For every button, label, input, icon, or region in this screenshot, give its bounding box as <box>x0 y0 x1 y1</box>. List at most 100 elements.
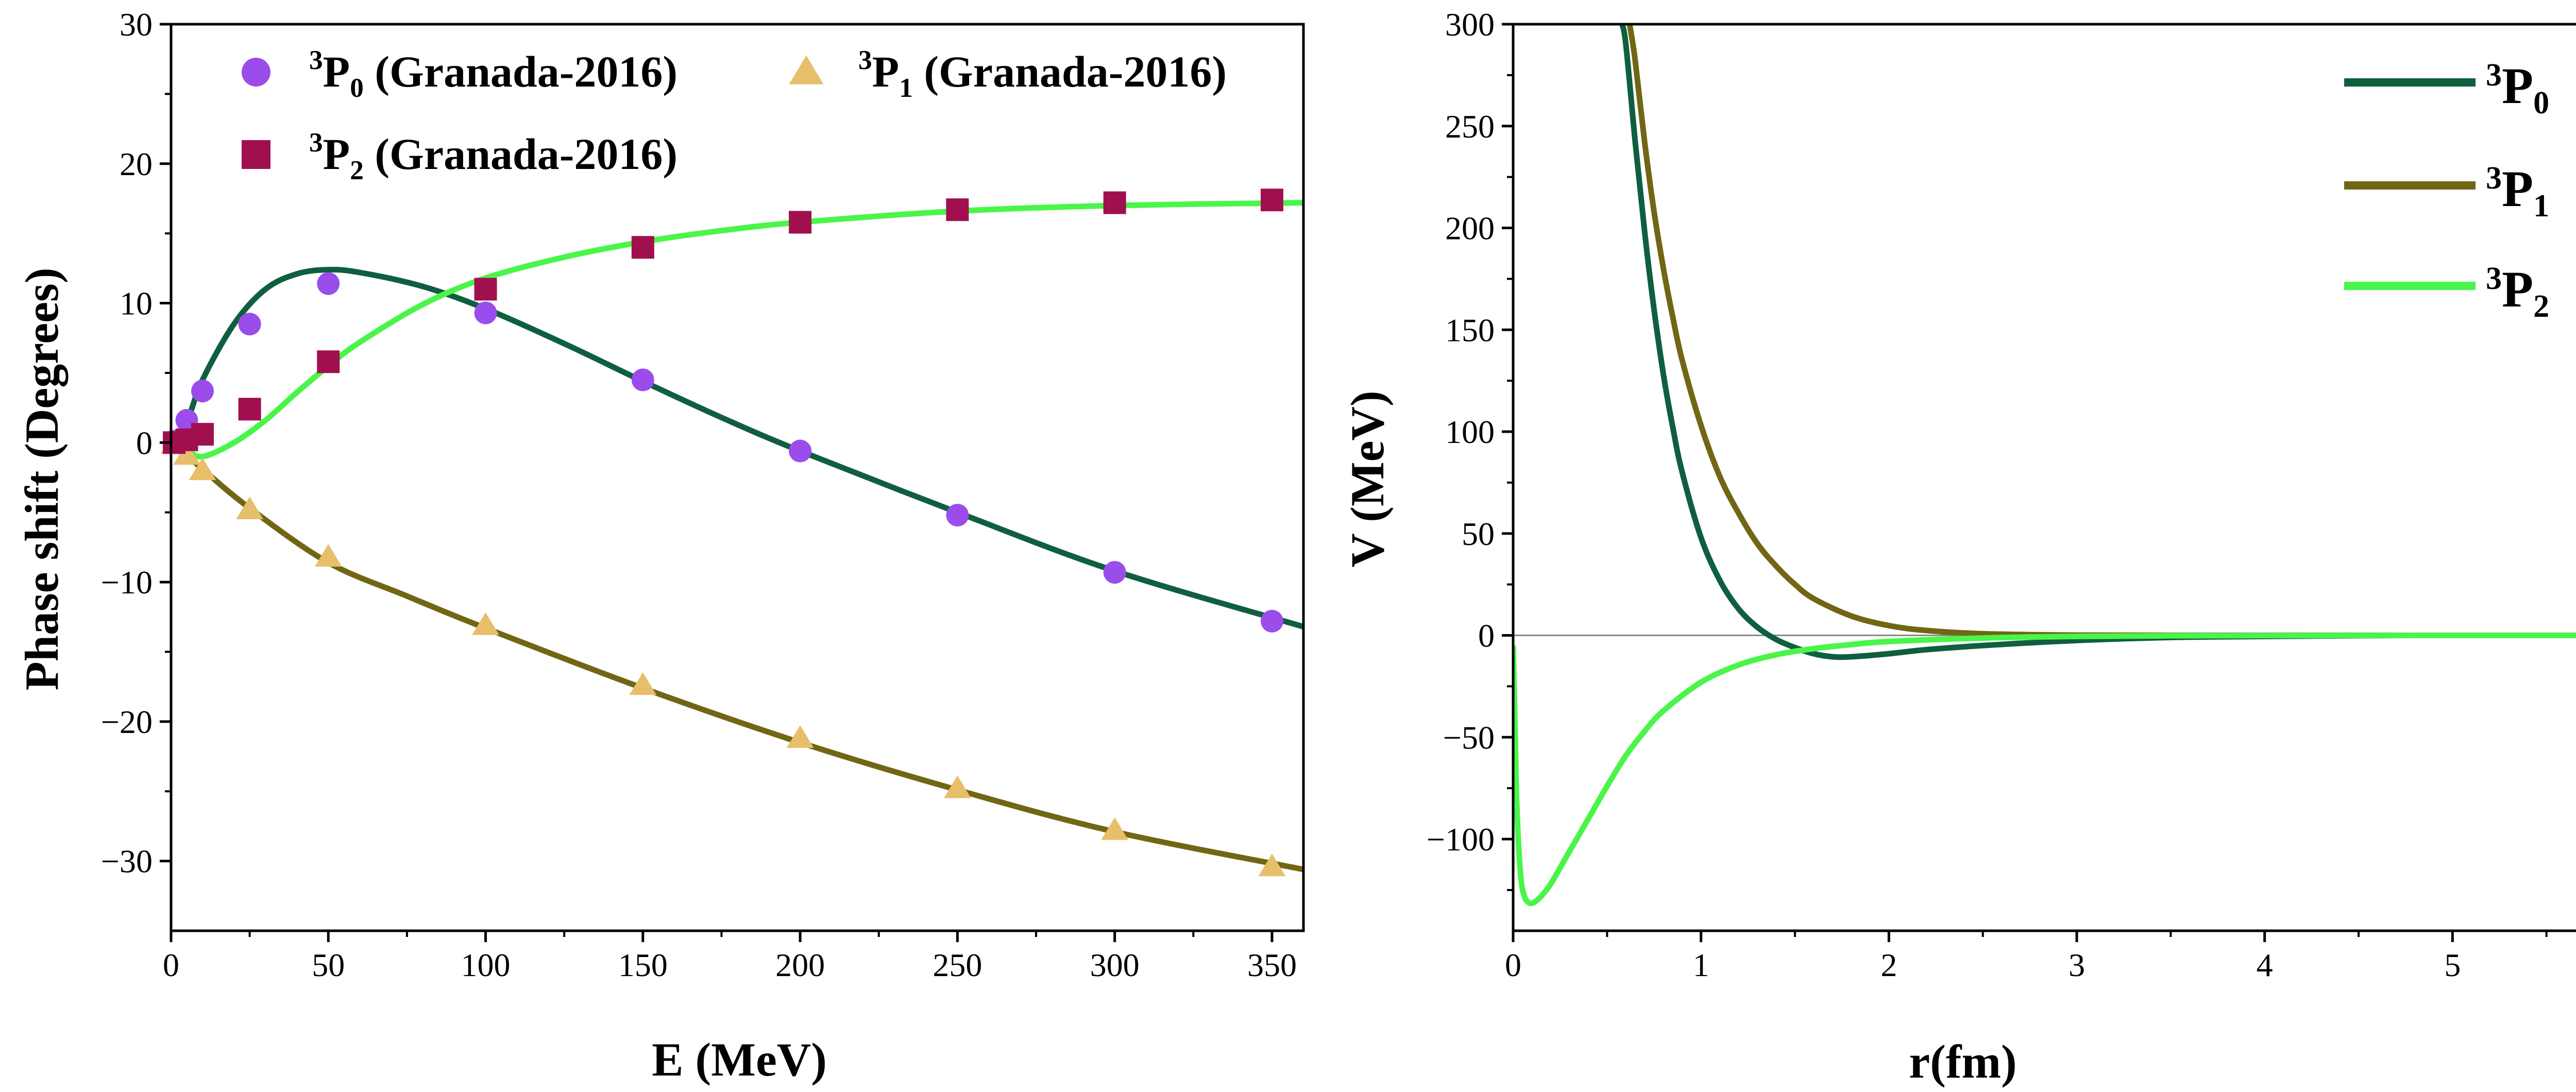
x-axis-title: r(fm) <box>1909 1035 2016 1088</box>
legend-label-letter: P <box>323 129 350 179</box>
x-tick-label: 0 <box>1505 947 1521 983</box>
y-tick-label: −30 <box>101 843 152 880</box>
legend-label-letter: P <box>2502 160 2533 217</box>
circle-marker-3p0 <box>238 313 261 336</box>
y-tick-label: −20 <box>101 704 152 740</box>
triangle-marker-3p1 <box>236 496 264 519</box>
triangle-marker-3p1 <box>189 457 216 481</box>
y-tick-label: 50 <box>1462 516 1495 552</box>
y-tick-label: 150 <box>1445 312 1495 348</box>
legend-label-superscript: 3 <box>2486 261 2502 296</box>
y-axis-ticks: −30 −20 −10 0 10 20 30 <box>101 6 171 880</box>
x-tick-label: 0 <box>163 947 179 983</box>
x-tick-label: 200 <box>775 947 825 983</box>
triangle-marker-3p1 <box>1101 817 1129 840</box>
legend-label-subscript: 0 <box>350 72 364 103</box>
x-tick-label: 4 <box>2257 947 2273 983</box>
legend-triangle-marker <box>789 55 824 84</box>
x-tick-label: 50 <box>312 947 345 983</box>
circle-marker-3p0 <box>946 504 969 527</box>
x-axis-title: E (MeV) <box>652 1033 827 1086</box>
legend-label: 3P2 <box>2486 261 2549 324</box>
legend-label: 3P0 <box>2486 57 2549 121</box>
y-tick-label: 0 <box>136 424 152 461</box>
y-tick-label: 100 <box>1445 414 1495 450</box>
triangle-marker-3p1 <box>472 612 499 635</box>
square-marker-3p2 <box>474 278 497 301</box>
circle-marker-3p0 <box>191 380 214 403</box>
y-tick-label: 300 <box>1445 6 1495 43</box>
circle-marker-3p0 <box>474 301 497 325</box>
x-tick-label: 250 <box>933 947 982 983</box>
x-tick-label: 3 <box>2069 947 2085 983</box>
x-tick-label: 2 <box>1880 947 1897 983</box>
legend-label-subscript: 2 <box>2533 289 2549 324</box>
legend-label-text: (Granada-2016) <box>913 47 1227 96</box>
triangle-marker-3p1 <box>1258 854 1286 877</box>
circle-marker-3p0 <box>1103 561 1126 584</box>
fit-curves <box>168 200 1304 873</box>
x-tick-label: 5 <box>2444 947 2461 983</box>
y-axis-title: Phase shift (Degrees) <box>15 268 68 691</box>
legend: 3P0 (Granada-2016) 3P1 (Granada-2016)3P2 … <box>242 44 1227 185</box>
triangle-marker-3p1 <box>629 672 657 695</box>
triangle-marker-3p1 <box>786 725 814 748</box>
y-axis-ticks: −100 −50 0 50 100 150 200 250 300 <box>1427 6 1513 891</box>
circle-marker-3p0 <box>1260 609 1283 633</box>
legend-label-letter: P <box>323 47 350 96</box>
legend-label-subscript: 1 <box>899 72 913 103</box>
square-marker-3p2 <box>631 236 654 259</box>
legend-label-superscript: 3 <box>309 127 323 158</box>
square-marker-3p2 <box>946 198 969 221</box>
square-marker-3p2 <box>191 423 214 446</box>
circle-marker-3p0 <box>317 272 340 295</box>
fit-curve-3p0-fit <box>168 266 1304 629</box>
y-tick-label: 200 <box>1445 210 1495 247</box>
x-tick-label: 100 <box>461 947 511 983</box>
fit-curve-3p2-fit <box>170 200 1304 460</box>
y-tick-label: 250 <box>1445 108 1495 145</box>
y-tick-label: −50 <box>1443 719 1495 756</box>
potential-curve-3p2 <box>1513 632 2576 907</box>
triangle-marker-3p1 <box>314 544 342 567</box>
square-marker-3p2 <box>1260 189 1283 212</box>
legend-label: 3P2 (Granada-2016) <box>309 127 677 185</box>
legend-label: 3P1 <box>2486 160 2549 224</box>
legend-label-subscript: 1 <box>2533 189 2549 224</box>
potential-curves <box>1513 24 2576 907</box>
triangle-marker-3p1 <box>173 442 200 465</box>
y-tick-label: 20 <box>120 146 152 182</box>
legend-square-marker <box>242 140 270 169</box>
x-tick-label: 150 <box>618 947 668 983</box>
legend-label-subscript: 0 <box>2533 86 2549 121</box>
x-tick-label: 350 <box>1247 947 1297 983</box>
circle-marker-3p0 <box>789 439 812 463</box>
fit-curve-3p1-fit <box>169 440 1304 873</box>
x-tick-label: 1 <box>1693 947 1709 983</box>
y-axis-title: V (MeV) <box>1341 390 1394 567</box>
square-marker-3p2 <box>1103 191 1126 214</box>
y-tick-label: 30 <box>120 6 152 43</box>
legend-label: 3P1 (Granada-2016) <box>858 44 1227 103</box>
x-tick-label: 300 <box>1090 947 1140 983</box>
legend-label-letter: P <box>2502 261 2533 318</box>
y-tick-label: −10 <box>101 564 152 601</box>
square-marker-3p2 <box>789 211 812 234</box>
y-tick-label: −100 <box>1427 821 1495 858</box>
legend-label-text: (Granada-2016) <box>364 47 677 96</box>
square-marker-3p2 <box>238 398 261 421</box>
legend-circle-marker <box>242 58 270 87</box>
legend-label-superscript: 3 <box>2486 58 2502 93</box>
circle-marker-3p0 <box>631 368 654 391</box>
legend-label-superscript: 3 <box>309 44 323 75</box>
legend-label-superscript: 3 <box>858 44 872 75</box>
legend-label-letter: P <box>2502 57 2533 114</box>
legend-label: 3P0 (Granada-2016) <box>309 44 677 103</box>
legend-label-superscript: 3 <box>2486 161 2502 196</box>
y-tick-label: 0 <box>1478 618 1495 654</box>
legend-label-subscript: 2 <box>350 155 364 185</box>
